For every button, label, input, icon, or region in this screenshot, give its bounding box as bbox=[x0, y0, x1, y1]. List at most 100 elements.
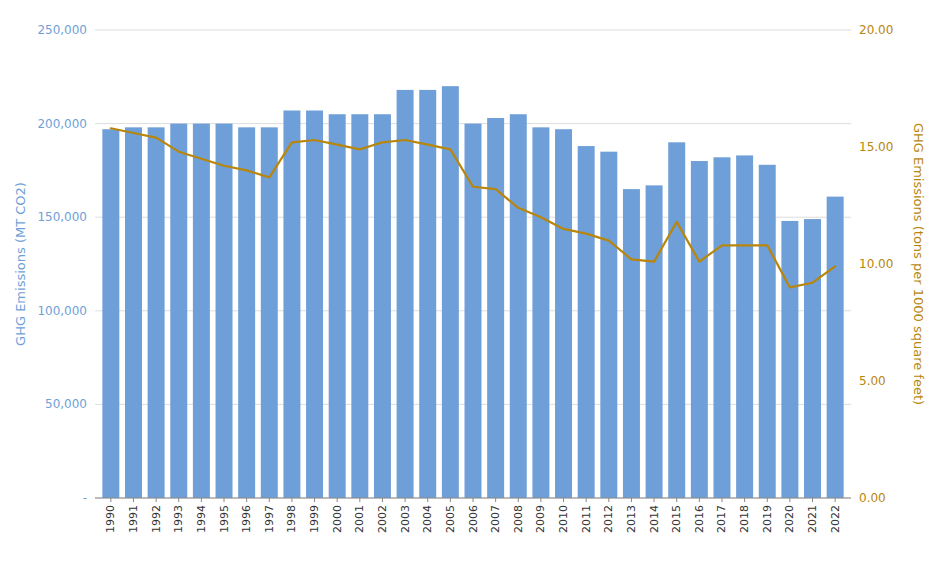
x-tick bbox=[473, 498, 474, 502]
x-tick bbox=[767, 498, 768, 502]
y-tick-label: 50,000 bbox=[45, 397, 87, 411]
bar bbox=[827, 197, 844, 498]
x-tick bbox=[427, 498, 428, 502]
x-tick bbox=[654, 498, 655, 502]
x-tick bbox=[110, 498, 111, 502]
bar bbox=[736, 155, 753, 498]
x-tick bbox=[314, 498, 315, 502]
x-tick-label: 1996 bbox=[240, 505, 253, 533]
y-tick-label: 200,000 bbox=[37, 117, 87, 131]
bar bbox=[216, 124, 233, 498]
y-axis-left: -50,000100,000150,000200,000250,000GHG E… bbox=[13, 23, 88, 505]
x-tick bbox=[337, 498, 338, 502]
x-tick bbox=[405, 498, 406, 502]
x-tick-label: 2019 bbox=[761, 505, 774, 533]
x-tick bbox=[450, 498, 451, 502]
bar bbox=[487, 118, 504, 498]
x-tick-label: 2015 bbox=[670, 505, 683, 533]
bar bbox=[419, 90, 436, 498]
bar bbox=[261, 127, 278, 498]
x-tick bbox=[540, 498, 541, 502]
bar bbox=[781, 221, 798, 498]
x-tick bbox=[563, 498, 564, 502]
x-tick-label: 2005 bbox=[444, 505, 457, 533]
x-tick-label: 1998 bbox=[285, 505, 298, 533]
x-tick bbox=[201, 498, 202, 502]
x-tick bbox=[224, 498, 225, 502]
bar bbox=[465, 124, 482, 498]
x-axis: 1990199119921993199419951996199719981999… bbox=[95, 498, 851, 533]
bar bbox=[283, 110, 300, 498]
bar bbox=[148, 127, 165, 498]
bar bbox=[691, 161, 708, 498]
bar bbox=[397, 90, 414, 498]
y2-tick-label: 0.00 bbox=[859, 491, 886, 505]
grid bbox=[95, 30, 851, 498]
x-tick-label: 1991 bbox=[127, 505, 140, 533]
x-tick bbox=[133, 498, 134, 502]
bar bbox=[125, 127, 142, 498]
line bbox=[111, 128, 835, 287]
x-tick-label: 2000 bbox=[331, 505, 344, 533]
x-tick-label: 1992 bbox=[150, 505, 163, 533]
x-tick-label: 2009 bbox=[534, 505, 547, 533]
bar bbox=[555, 129, 572, 498]
x-tick-label: 2018 bbox=[738, 505, 751, 533]
x-tick bbox=[156, 498, 157, 502]
x-tick bbox=[291, 498, 292, 502]
bar bbox=[578, 146, 595, 498]
y-axis-label: GHG Emissions (MT CO2) bbox=[13, 182, 28, 346]
y2-tick-label: 15.00 bbox=[859, 140, 893, 154]
bar bbox=[600, 152, 617, 498]
x-tick bbox=[721, 498, 722, 502]
x-tick-label: 2006 bbox=[467, 505, 480, 533]
x-tick-label: 1995 bbox=[218, 505, 231, 533]
y-tick-label: 100,000 bbox=[37, 304, 87, 318]
chart: 1990199119921993199419951996199719981999… bbox=[0, 0, 936, 578]
x-tick bbox=[608, 498, 609, 502]
bar-series bbox=[102, 86, 843, 498]
x-tick bbox=[699, 498, 700, 502]
x-tick-label: 2001 bbox=[353, 505, 366, 533]
x-tick bbox=[631, 498, 632, 502]
bar bbox=[329, 114, 346, 498]
x-tick bbox=[789, 498, 790, 502]
x-tick-label: 2022 bbox=[829, 505, 842, 533]
background bbox=[0, 0, 936, 578]
x-tick bbox=[835, 498, 836, 502]
x-tick bbox=[518, 498, 519, 502]
x-tick bbox=[676, 498, 677, 502]
y2-tick-label: 5.00 bbox=[859, 374, 886, 388]
x-tick bbox=[586, 498, 587, 502]
x-tick bbox=[359, 498, 360, 502]
bar bbox=[804, 219, 821, 498]
bar bbox=[351, 114, 368, 498]
x-tick-label: 1994 bbox=[195, 505, 208, 533]
bar bbox=[193, 124, 210, 498]
x-tick-label: 2013 bbox=[625, 505, 638, 533]
x-tick-label: 1993 bbox=[172, 505, 185, 533]
x-tick bbox=[178, 498, 179, 502]
bar bbox=[170, 124, 187, 498]
bar bbox=[306, 110, 323, 498]
bar bbox=[238, 127, 255, 498]
bar bbox=[510, 114, 527, 498]
y2-tick-label: 10.00 bbox=[859, 257, 893, 271]
x-tick-label: 2016 bbox=[693, 505, 706, 533]
x-tick-label: 2017 bbox=[715, 505, 728, 533]
bar bbox=[374, 114, 391, 498]
x-tick bbox=[812, 498, 813, 502]
bar bbox=[646, 185, 663, 498]
bar bbox=[668, 142, 685, 498]
marks bbox=[102, 86, 843, 498]
y-tick-label: - bbox=[83, 491, 87, 505]
x-tick-label: 2004 bbox=[421, 505, 434, 533]
y2-tick-label: 20.00 bbox=[859, 23, 893, 37]
x-tick-label: 2012 bbox=[602, 505, 615, 533]
x-tick-label: 2008 bbox=[512, 505, 525, 533]
x-tick-label: 2021 bbox=[806, 505, 819, 533]
y-axis-right: 0.005.0010.0015.0020.00GHG Emissions (to… bbox=[859, 23, 926, 505]
x-tick bbox=[744, 498, 745, 502]
x-tick-label: 2014 bbox=[648, 505, 661, 533]
grid-line bbox=[95, 30, 851, 31]
